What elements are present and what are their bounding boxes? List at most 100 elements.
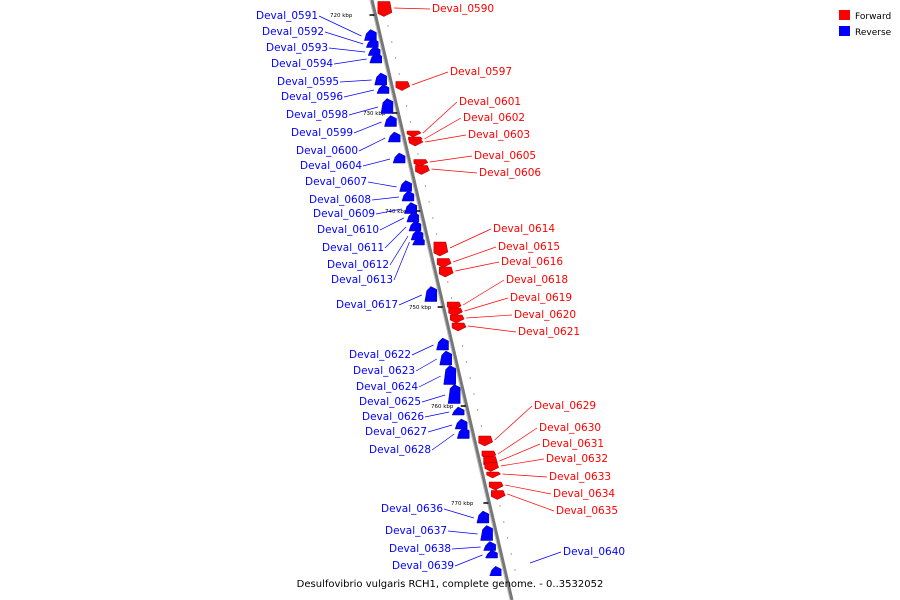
- gene-deval-0637[interactable]: [480, 525, 493, 541]
- gene-deval-0627[interactable]: [454, 418, 468, 430]
- gene-label-deval-0622[interactable]: Deval_0622: [349, 349, 411, 361]
- gene-deval-0605[interactable]: [413, 159, 429, 167]
- gene-deval-0597[interactable]: [395, 81, 411, 91]
- gene-label-deval-0594[interactable]: Deval_0594: [271, 58, 333, 70]
- gene-label-deval-0606[interactable]: Deval_0606: [479, 167, 541, 179]
- gene-label-deval-0639[interactable]: Deval_0639: [392, 560, 454, 572]
- gene-deval-0619[interactable]: [448, 307, 463, 317]
- gene-label-deval-0624[interactable]: Deval_0624: [356, 381, 418, 393]
- gene-label-deval-0611[interactable]: Deval_0611: [322, 242, 384, 254]
- gene-deval-0610[interactable]: [406, 211, 420, 223]
- legend-forward: Forward: [839, 10, 891, 22]
- gene-deval-0603[interactable]: [408, 139, 424, 147]
- gene-label-deval-0605[interactable]: Deval_0605: [474, 150, 536, 162]
- gene-deval-0600[interactable]: [387, 131, 401, 143]
- gene-deval-0606[interactable]: [415, 165, 430, 175]
- gene-label-deval-0618[interactable]: Deval_0618: [506, 274, 568, 286]
- gene-label-deval-0636[interactable]: Deval_0636: [381, 503, 443, 515]
- gene-label-deval-0599[interactable]: Deval_0599: [291, 127, 353, 139]
- gene-label-deval-0615[interactable]: Deval_0615: [498, 241, 560, 253]
- gene-label-deval-0629[interactable]: Deval_0629: [534, 400, 596, 412]
- gene-label-deval-0633[interactable]: Deval_0633: [549, 471, 611, 483]
- gene-label-deval-0616[interactable]: Deval_0616: [501, 256, 563, 268]
- gene-deval-0590[interactable]: [377, 1, 393, 17]
- gene-deval-0613[interactable]: [412, 236, 425, 246]
- gene-deval-0591[interactable]: [364, 29, 377, 41]
- gene-deval-0604[interactable]: [392, 152, 406, 164]
- gene-label-deval-0601[interactable]: Deval_0601: [459, 96, 521, 108]
- gene-label-deval-0614[interactable]: Deval_0614: [493, 223, 555, 235]
- gene-deval-0615[interactable]: [436, 258, 452, 268]
- gene-label-deval-0609[interactable]: Deval_0609: [313, 208, 375, 220]
- gene-deval-0598[interactable]: [380, 98, 394, 114]
- gene-label-deval-0625[interactable]: Deval_0625: [359, 396, 421, 408]
- gene-deval-0623[interactable]: [439, 350, 453, 366]
- gene-label-deval-0638[interactable]: Deval_0638: [389, 543, 451, 555]
- gene-label-deval-0602[interactable]: Deval_0602: [463, 112, 525, 124]
- gene-label-deval-0637[interactable]: Deval_0637: [385, 525, 447, 537]
- gene-deval-0633[interactable]: [486, 471, 502, 479]
- gene-label-deval-0608[interactable]: Deval_0608: [309, 194, 371, 206]
- gene-label-deval-0630[interactable]: Deval_0630: [539, 422, 601, 434]
- gene-label-deval-0631[interactable]: Deval_0631: [542, 438, 604, 450]
- gene-label-deval-0620[interactable]: Deval_0620: [514, 309, 576, 321]
- gene-deval-0628[interactable]: [456, 427, 470, 439]
- gene-deval-0601[interactable]: [406, 130, 422, 138]
- gene-deval-0634[interactable]: [488, 481, 504, 491]
- gene-deval-0620[interactable]: [449, 314, 465, 324]
- gene-deval-0626[interactable]: [451, 406, 465, 416]
- gene-deval-0640[interactable]: [489, 566, 502, 576]
- gene-label-deval-0623[interactable]: Deval_0623: [353, 365, 415, 377]
- gene-label-deval-0621[interactable]: Deval_0621: [518, 326, 580, 338]
- gene-deval-0611[interactable]: [408, 220, 422, 232]
- gene-label-deval-0592[interactable]: Deval_0592: [262, 26, 324, 38]
- gene-deval-0596[interactable]: [376, 84, 390, 94]
- gene-label-deval-0591[interactable]: Deval_0591: [256, 10, 318, 22]
- gene-label-deval-0610[interactable]: Deval_0610: [317, 224, 379, 236]
- gene-deval-0599[interactable]: [384, 115, 397, 127]
- gene-label-deval-0612[interactable]: Deval_0612: [327, 259, 389, 271]
- gene-label-deval-0596[interactable]: Deval_0596: [281, 91, 343, 103]
- gene-deval-0593[interactable]: [367, 46, 381, 56]
- gene-label-deval-0635[interactable]: Deval_0635: [556, 505, 618, 517]
- gene-deval-0638[interactable]: [483, 541, 496, 551]
- gene-label-deval-0595[interactable]: Deval_0595: [277, 76, 339, 88]
- gene-label-deval-0617[interactable]: Deval_0617: [336, 299, 398, 311]
- gene-deval-0624[interactable]: [443, 365, 456, 385]
- gene-label-deval-0626[interactable]: Deval_0626: [362, 411, 424, 423]
- gene-deval-0614[interactable]: [433, 241, 449, 257]
- gene-deval-0594[interactable]: [369, 52, 383, 64]
- gene-deval-0635[interactable]: [491, 490, 506, 500]
- gene-label-deval-0627[interactable]: Deval_0627: [365, 426, 427, 438]
- gene-label-deval-0590[interactable]: Deval_0590: [432, 3, 494, 15]
- gene-label-deval-0632[interactable]: Deval_0632: [546, 453, 608, 465]
- gene-deval-0609[interactable]: [404, 202, 418, 214]
- gene-label-deval-0619[interactable]: Deval_0619: [510, 292, 572, 304]
- gene-deval-0607[interactable]: [399, 180, 412, 192]
- gene-deval-0636[interactable]: [476, 510, 490, 524]
- gene-deval-0622[interactable]: [436, 337, 449, 351]
- gene-deval-0612[interactable]: [410, 229, 424, 241]
- gene-label-deval-0600[interactable]: Deval_0600: [296, 145, 358, 157]
- gene-label-deval-0628[interactable]: Deval_0628: [369, 444, 431, 456]
- gene-deval-0625[interactable]: [447, 384, 461, 404]
- leader-deval-0590: [393, 7, 431, 10]
- gene-label-deval-0640[interactable]: Deval_0640: [563, 546, 625, 558]
- gene-deval-0617[interactable]: [424, 286, 438, 302]
- gene-label-deval-0613[interactable]: Deval_0613: [331, 274, 393, 286]
- gene-deval-0632[interactable]: [484, 462, 500, 472]
- gene-deval-0621[interactable]: [451, 322, 467, 332]
- gene-label-deval-0603[interactable]: Deval_0603: [468, 129, 530, 141]
- gene-deval-0616[interactable]: [438, 266, 454, 278]
- gene-label-deval-0598[interactable]: Deval_0598: [286, 109, 348, 121]
- gene-deval-0608[interactable]: [401, 190, 415, 202]
- gene-deval-0629[interactable]: [478, 435, 493, 447]
- gene-deval-0592[interactable]: [365, 38, 379, 48]
- gene-deval-0639[interactable]: [485, 549, 498, 559]
- gene-deval-0595[interactable]: [374, 72, 387, 86]
- gene-label-deval-0607[interactable]: Deval_0607: [305, 176, 367, 188]
- gene-label-deval-0634[interactable]: Deval_0634: [553, 488, 615, 500]
- gene-label-deval-0593[interactable]: Deval_0593: [266, 42, 328, 54]
- gene-label-deval-0597[interactable]: Deval_0597: [450, 66, 512, 78]
- gene-label-deval-0604[interactable]: Deval_0604: [300, 160, 362, 172]
